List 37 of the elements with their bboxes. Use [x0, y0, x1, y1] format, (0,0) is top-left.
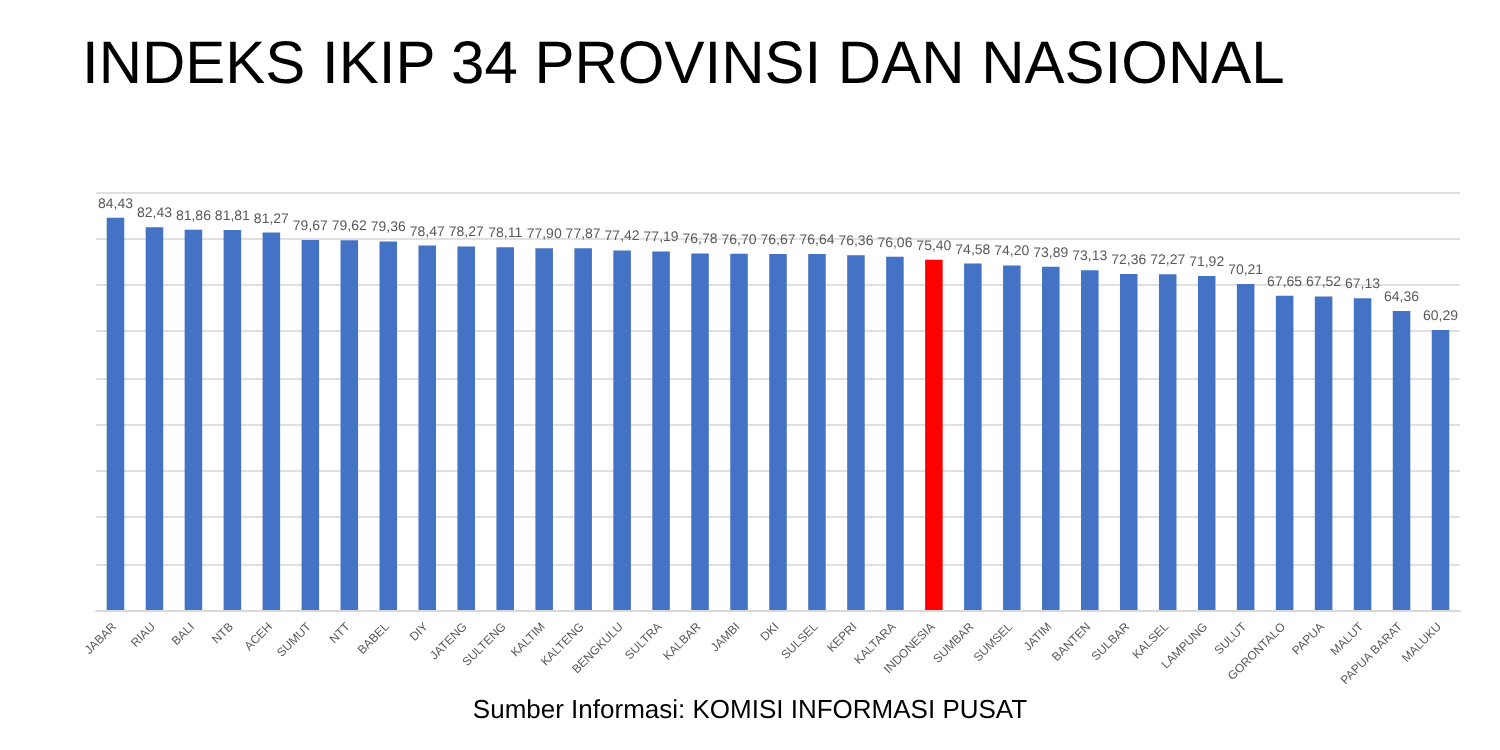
- bar: [145, 227, 164, 610]
- bar: [1158, 274, 1177, 610]
- bar: [847, 255, 865, 610]
- bar: [691, 253, 709, 610]
- bar: [1314, 296, 1333, 610]
- bar: [262, 232, 281, 610]
- bar: [1042, 266, 1060, 610]
- bar: [1353, 298, 1372, 610]
- bar: [106, 217, 125, 610]
- bar: [1119, 273, 1138, 610]
- bar: [1431, 329, 1450, 610]
- bar: [457, 246, 475, 610]
- bar: [730, 253, 748, 610]
- bar: [223, 230, 242, 610]
- bar: [1197, 275, 1216, 610]
- bar: [535, 248, 553, 610]
- bar: [1275, 295, 1294, 610]
- bar: [496, 247, 514, 610]
- text: Sumber Informasi: KOMISI INFORMASI PUSAT: [472, 694, 1028, 724]
- bar: [184, 229, 203, 610]
- bar: [340, 240, 359, 610]
- bar: [652, 251, 670, 610]
- bar: [1392, 311, 1411, 610]
- bar: [769, 253, 787, 610]
- bar: [574, 248, 592, 610]
- chart-title: INDEKS IKIP 34 PROVINSI DAN NASIONAL: [82, 31, 1285, 97]
- bar: [301, 239, 320, 610]
- bar: [925, 259, 943, 610]
- bar: [613, 250, 631, 610]
- bar: [964, 263, 982, 610]
- bar: [418, 245, 437, 610]
- bar: [1003, 265, 1021, 610]
- bar: [886, 256, 904, 610]
- bar: [808, 254, 826, 610]
- bar: [1236, 283, 1255, 610]
- bar: [379, 241, 398, 610]
- bar: [1081, 270, 1099, 610]
